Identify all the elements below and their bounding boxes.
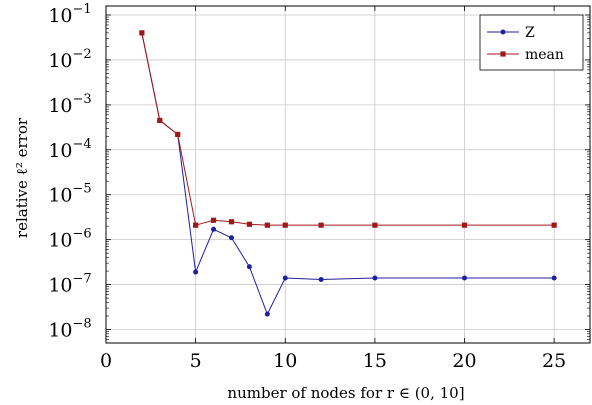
x-tick-label: 15 — [363, 350, 387, 372]
data-point-z — [246, 264, 252, 270]
legend-label-mean: mean — [525, 47, 564, 63]
y-tick-label: 10−2 — [48, 47, 91, 72]
data-point-mean — [551, 222, 557, 228]
legend-label-z: Z — [525, 25, 535, 41]
data-point-z — [193, 269, 199, 275]
data-point-z — [551, 275, 557, 281]
x-tick-label: 25 — [542, 350, 566, 372]
data-point-mean — [175, 131, 181, 138]
data-point-z — [211, 226, 217, 232]
y-axis-title: relative ℓ² error — [13, 117, 31, 238]
data-point-mean — [210, 217, 217, 223]
y-tick-label: 10−8 — [48, 317, 91, 342]
y-tick-label: 10−7 — [48, 272, 91, 297]
y-tick-label: 10−1 — [48, 2, 91, 27]
data-point-z — [282, 275, 288, 281]
data-point-mean — [282, 222, 288, 228]
data-point-z — [264, 311, 270, 317]
data-point-mean — [264, 222, 270, 228]
data-point-z — [318, 276, 324, 282]
x-tick-label: 20 — [452, 350, 476, 372]
data-point-z — [372, 275, 378, 281]
series-line-z — [141, 32, 555, 316]
legend-marker-z — [500, 29, 506, 35]
axis-ticks — [105, 6, 590, 343]
y-tick-label: 10−5 — [48, 182, 91, 207]
x-tick-label: 10 — [273, 350, 297, 372]
legend-marker-mean — [500, 51, 506, 57]
y-tick-label: 10−6 — [48, 227, 91, 252]
y-tick-label: 10−3 — [48, 92, 91, 117]
data-point-mean — [193, 222, 199, 228]
y-tick-label: 10−4 — [48, 137, 91, 162]
data-point-mean — [318, 222, 324, 228]
data-point-mean — [139, 30, 145, 36]
data-point-mean — [157, 117, 163, 124]
series-layer — [139, 30, 557, 317]
plot-frame — [105, 5, 591, 344]
data-point-mean — [461, 222, 468, 228]
data-point-z — [228, 235, 234, 241]
data-point-mean — [372, 222, 378, 228]
data-point-mean — [228, 219, 235, 225]
data-point-z — [462, 275, 468, 281]
x-axis-title: number of nodes for r ∈ (0, 10] — [227, 384, 464, 402]
legend-box — [479, 14, 584, 71]
y-tick-labels: 10−1 10−2 10−3 10−4 10−5 10−6 10−7 10−8 — [48, 2, 91, 342]
data-point-mean — [246, 221, 253, 227]
x-tick-label: 5 — [190, 350, 202, 372]
x-tick-labels: 0 5 10 15 20 25 — [100, 350, 566, 372]
x-tick-label: 0 — [100, 350, 112, 372]
